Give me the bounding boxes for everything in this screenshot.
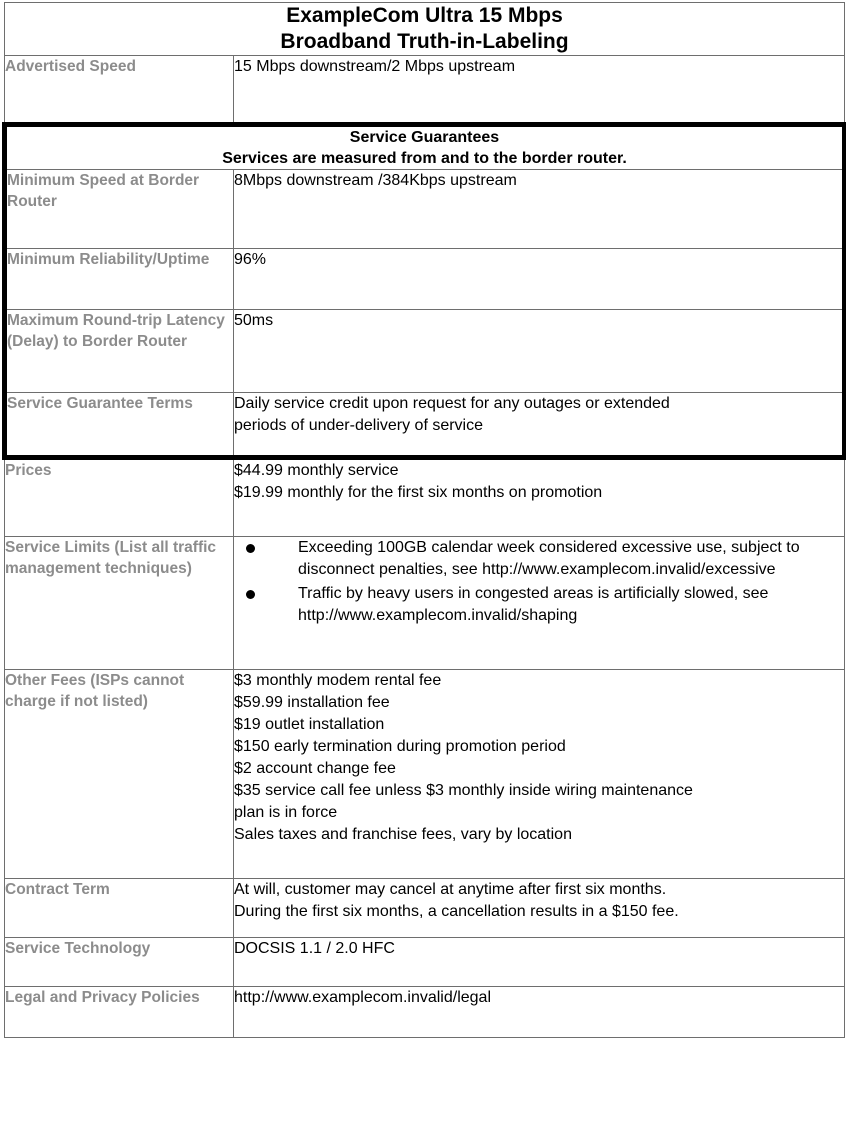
service-limits-label-line-4: techniques) — [104, 560, 192, 577]
row-value-guarantee-terms: Daily service credit upon request for an… — [233, 392, 846, 460]
table-row-title: ExampleCom Ultra 15 Mbps Broadband Truth… — [4, 2, 845, 56]
other-fees-value-line: $3 monthly modem rental fee — [234, 672, 442, 689]
contract-term-value-line-2: During the first six months, a cancellat… — [234, 903, 679, 920]
row-label-guarantee-terms: Service Guarantee Terms — [2, 392, 234, 460]
list-item: Traffic by heavy users in congested area… — [238, 583, 844, 627]
row-label-contract-term: Contract Term — [4, 878, 234, 938]
page-title: ExampleCom Ultra 15 Mbps Broadband Truth… — [4, 2, 845, 56]
minimum-speed-label-line-2: Border Router — [7, 172, 200, 210]
table-row-minimum-reliability: Minimum Reliability/Uptime 96% — [2, 248, 846, 310]
row-value-contract-term: At will, customer may cancel at anytime … — [233, 878, 845, 938]
row-label-service-technology: Service Technology — [4, 937, 234, 987]
service-technology-value-line: DOCSIS 1.1 / 2.0 HFC — [234, 940, 395, 957]
service-limits-list: Exceeding 100GB calendar week considered… — [238, 537, 844, 627]
row-value-minimum-speed: 8Mbps downstream /384Kbps upstream — [233, 169, 846, 249]
service-guarantees-heading-line-1: Service Guarantees — [349, 129, 500, 146]
broadband-nutrition-label-table: ExampleCom Ultra 15 Mbps Broadband Truth… — [2, 2, 846, 1038]
max-latency-label-line-1: Maximum Round-trip — [7, 312, 162, 329]
row-value-service-technology: DOCSIS 1.1 / 2.0 HFC — [233, 937, 845, 987]
max-latency-label-line-2: Latency (Delay) to — [7, 312, 225, 350]
list-item: Exceeding 100GB calendar week considered… — [238, 537, 844, 581]
other-fees-label-line-2: cannot charge if not — [5, 672, 185, 710]
row-value-prices: $44.99 monthly service $19.99 monthly fo… — [233, 457, 845, 537]
row-label-legal-privacy: Legal and Privacy Policies — [4, 986, 234, 1038]
row-value-other-fees: $3 monthly modem rental fee $59.99 insta… — [233, 669, 845, 879]
max-latency-label-line-3: Border Router — [81, 333, 188, 350]
guarantee-terms-value-line-1: Daily service credit upon request for an… — [234, 395, 670, 412]
table-row-contract-term: Contract Term At will, customer may canc… — [4, 878, 845, 938]
row-value-service-limits: Exceeding 100GB calendar week considered… — [233, 536, 845, 670]
row-value-advertised-speed: 15 Mbps downstream/2 Mbps upstream — [233, 55, 845, 125]
prices-value-line-1: $44.99 monthly service — [234, 462, 399, 479]
table-row-other-fees: Other Fees (ISPs cannot charge if not li… — [4, 669, 845, 879]
row-label-advertised-speed: Advertised Speed — [4, 55, 234, 125]
legal-privacy-label-line-1: Legal and Privacy — [5, 989, 137, 1006]
guarantee-terms-label-line-2: Terms — [147, 395, 193, 412]
table-row-service-technology: Service Technology DOCSIS 1.1 / 2.0 HFC — [4, 937, 845, 987]
contract-term-value-line-1: At will, customer may cancel at anytime … — [234, 881, 667, 898]
row-value-max-latency: 50ms — [233, 309, 846, 393]
table-row-service-guarantees-heading: Service Guarantees Services are measured… — [2, 122, 846, 170]
other-fees-value-line: Sales taxes and franchise fees, vary by … — [234, 826, 572, 843]
other-fees-value-line: plan is in force — [234, 804, 338, 821]
other-fees-label-line-1: Other Fees (ISPs — [5, 672, 130, 689]
table-row-legal-privacy: Legal and Privacy Policies http://www.ex… — [4, 986, 845, 1038]
table-row-prices: Prices $44.99 monthly service $19.99 mon… — [4, 457, 845, 537]
title-line-2: Broadband Truth-in-Labeling — [280, 30, 569, 53]
service-guarantees-heading-line-2: Services are measured from and to the bo… — [222, 150, 627, 167]
bullet-dot-icon — [246, 590, 255, 599]
minimum-reliability-label-line-2: Reliability/Uptime — [79, 251, 210, 268]
minimum-speed-value-line: 8Mbps downstream /384Kbps upstream — [234, 172, 517, 189]
bullet-dot-icon — [246, 544, 255, 553]
guarantee-terms-value-line-2: periods of under-delivery of service — [234, 417, 484, 434]
service-limits-bullet-text: Exceeding 100GB calendar week considered… — [298, 539, 800, 578]
other-fees-value-line: $59.99 installation fee — [234, 694, 390, 711]
advertised-speed-value-line: 15 Mbps downstream/2 Mbps upstream — [234, 58, 516, 75]
minimum-speed-label-line-1: Minimum Speed at — [7, 172, 144, 189]
row-label-max-latency: Maximum Round-trip Latency (Delay) to Bo… — [2, 309, 234, 393]
minimum-reliability-value-line: 96% — [234, 251, 267, 268]
row-label-minimum-speed: Minimum Speed at Border Router — [2, 169, 234, 249]
row-label-minimum-reliability: Minimum Reliability/Uptime — [2, 248, 234, 310]
service-guarantees-heading: Service Guarantees Services are measured… — [2, 122, 846, 170]
legal-privacy-value-line: http://www.examplecom.invalid/legal — [234, 989, 492, 1006]
legal-privacy-label-line-2: Policies — [141, 989, 200, 1006]
title-line-1: ExampleCom Ultra 15 Mbps — [286, 4, 563, 27]
table-row-advertised-speed: Advertised Speed 15 Mbps downstream/2 Mb… — [4, 55, 845, 125]
row-label-service-limits: Service Limits (List all traffic managem… — [4, 536, 234, 670]
other-fees-value-line: $19 outlet installation — [234, 716, 385, 733]
service-limits-label-line-3: management — [5, 560, 101, 577]
table-row-max-latency: Maximum Round-trip Latency (Delay) to Bo… — [2, 309, 846, 393]
other-fees-label-line-3: listed) — [102, 693, 148, 710]
table-row-minimum-speed: Minimum Speed at Border Router 8Mbps dow… — [2, 169, 846, 249]
service-limits-label-line-1: Service Limits (List — [5, 539, 148, 556]
max-latency-value-line: 50ms — [234, 312, 274, 329]
table-row-guarantee-terms: Service Guarantee Terms Daily service cr… — [2, 392, 846, 460]
guarantee-terms-label-line-1: Service Guarantee — [7, 395, 144, 412]
service-limits-bullet-text: Traffic by heavy users in congested area… — [298, 585, 769, 624]
row-label-prices: Prices — [4, 457, 234, 537]
table-row-service-limits: Service Limits (List all traffic managem… — [4, 536, 845, 670]
row-label-other-fees: Other Fees (ISPs cannot charge if not li… — [4, 669, 234, 879]
other-fees-value-line: $150 early termination during promotion … — [234, 738, 566, 755]
minimum-reliability-label-line-1: Minimum — [7, 251, 76, 268]
row-value-legal-privacy: http://www.examplecom.invalid/legal — [233, 986, 845, 1038]
prices-value-line-2: $19.99 monthly for the first six months … — [234, 484, 603, 501]
other-fees-value-line: $2 account change fee — [234, 760, 396, 777]
service-limits-label-line-2: all traffic — [151, 539, 217, 556]
row-value-minimum-reliability: 96% — [233, 248, 846, 310]
other-fees-value-line: $35 service call fee unless $3 monthly i… — [234, 782, 693, 799]
